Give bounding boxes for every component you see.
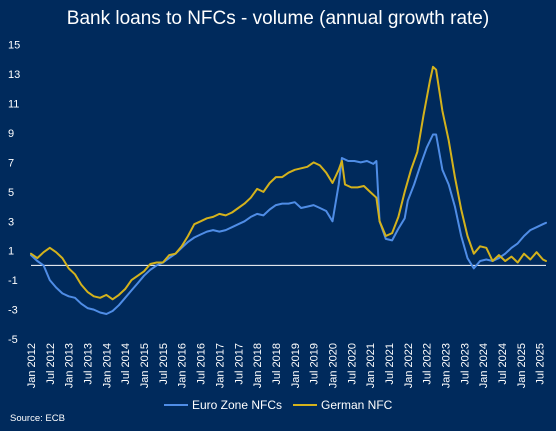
x-tick-label: Jan 2015 bbox=[139, 343, 151, 388]
x-tick-label: Jan 2024 bbox=[478, 343, 490, 388]
series-line-euro-zone bbox=[30, 133, 547, 315]
x-tick-label: Jan 2021 bbox=[365, 343, 377, 388]
chart-title: Bank loans to NFCs - volume (annual grow… bbox=[67, 8, 489, 29]
y-tick-label: 13 bbox=[8, 69, 20, 81]
x-tick-label: Jan 2023 bbox=[441, 343, 453, 388]
x-tick-label: Jul 2020 bbox=[346, 343, 358, 385]
x-tick-label: Jul 2025 bbox=[535, 343, 547, 385]
y-tick-label: 11 bbox=[8, 99, 19, 111]
x-tick-label: Jul 2021 bbox=[384, 343, 396, 385]
x-tick-label: Jul 2024 bbox=[497, 343, 509, 385]
x-tick-label: Jan 2016 bbox=[177, 343, 189, 388]
x-tick-label: Jul 2022 bbox=[422, 343, 434, 385]
y-tick-label: -5 bbox=[8, 334, 18, 346]
x-tick-label: Jul 2016 bbox=[196, 343, 208, 385]
x-tick-label: Jan 2012 bbox=[26, 343, 38, 388]
series-line-german bbox=[30, 65, 547, 301]
y-tick-label: 5 bbox=[8, 187, 14, 199]
y-tick-label: 7 bbox=[8, 157, 14, 169]
y-tick-label: -3 bbox=[8, 305, 18, 317]
x-tick-label: Jan 2017 bbox=[214, 343, 226, 388]
y-axis-ticks: 15 13 11 9 7 5 3 1 -1 -3 -5 bbox=[8, 40, 20, 346]
legend-label-euro-zone: Euro Zone NFCs bbox=[192, 398, 282, 412]
legend: Euro Zone NFCs German NFC bbox=[164, 398, 393, 412]
legend-label-german: German NFC bbox=[321, 398, 393, 412]
source-note: Source: ECB bbox=[10, 413, 65, 424]
x-axis-ticks: Jan 2012 Jul 2012 Jan 2013 Jul 2013 Jan 2014… bbox=[26, 343, 547, 388]
x-tick-label: Jul 2012 bbox=[45, 343, 57, 385]
x-tick-label: Jan 2014 bbox=[101, 343, 113, 388]
y-tick-label: 1 bbox=[8, 246, 14, 258]
x-tick-label: Jul 2017 bbox=[233, 343, 245, 385]
y-tick-label: -1 bbox=[8, 275, 18, 287]
y-tick-label: 15 bbox=[8, 40, 20, 52]
x-tick-label: Jul 2023 bbox=[459, 343, 471, 385]
x-tick-label: Jul 2014 bbox=[120, 343, 132, 385]
x-tick-label: Jan 2025 bbox=[516, 343, 528, 388]
x-tick-label: Jul 2018 bbox=[271, 343, 283, 385]
x-tick-label: Jul 2013 bbox=[83, 343, 95, 385]
x-tick-label: Jul 2015 bbox=[158, 343, 170, 385]
x-tick-label: Jan 2013 bbox=[64, 343, 76, 388]
y-tick-label: 9 bbox=[8, 128, 14, 140]
x-tick-label: Jan 2018 bbox=[252, 343, 264, 388]
x-tick-label: Jan 2022 bbox=[403, 343, 415, 388]
x-tick-label: Jul 2019 bbox=[309, 343, 321, 385]
series-layer bbox=[30, 65, 547, 315]
x-tick-label: Jan 2019 bbox=[290, 343, 302, 388]
y-tick-label: 3 bbox=[8, 216, 14, 228]
x-tick-label: Jan 2020 bbox=[327, 343, 339, 388]
